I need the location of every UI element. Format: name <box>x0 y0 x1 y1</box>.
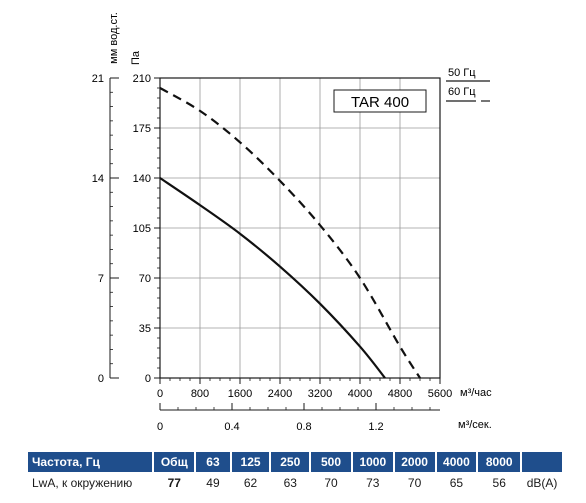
legend: 50 Гц 60 Гц <box>446 67 490 102</box>
x-axis-sec-label: м³/сек. <box>458 419 492 431</box>
pressure-tick-label: 210 <box>133 73 151 85</box>
left-axis-label: мм вод.ст. <box>108 12 120 64</box>
legend-60hz-label: 60 Гц <box>448 86 476 98</box>
header-8000: 8000 <box>477 452 523 472</box>
table-row: LwA, к окружению 77 49 62 63 70 73 70 65… <box>28 472 563 494</box>
sec-tick-label: 1.2 <box>368 421 383 433</box>
model-label-box <box>333 89 427 113</box>
table-header-row: Частота, Гц Общ 63 125 250 500 1000 2000… <box>28 452 564 472</box>
pressure-tick-label: 35 <box>139 323 151 335</box>
pressure-tick-label: 70 <box>139 273 151 285</box>
pressure-axis-label: Па <box>130 50 142 65</box>
mm-tick-label: 14 <box>92 173 104 185</box>
cell-125: 62 <box>243 476 258 490</box>
mm-tick-label: 0 <box>98 373 104 385</box>
pressure-tick-label: 140 <box>133 173 151 185</box>
hour-tick-label: 5600 <box>428 388 452 400</box>
pressure-tick-label: 0 <box>145 373 151 385</box>
header-125: 125 <box>230 452 272 472</box>
cell-500: 70 <box>324 476 338 490</box>
hour-tick-label: 800 <box>191 388 209 400</box>
hour-tick-label: 3200 <box>308 388 332 400</box>
sound-level-table: Частота, Гц Общ 63 125 250 500 1000 2000… <box>28 452 564 494</box>
hour-tick-label: 2400 <box>268 388 292 400</box>
header-500: 500 <box>310 452 353 472</box>
hour-tick-label: 4800 <box>388 388 412 400</box>
cell-2000: 70 <box>407 476 422 490</box>
hour-tick-label: 0 <box>157 388 163 400</box>
header-4000: 4000 <box>435 452 479 472</box>
header-63: 63 <box>195 452 232 472</box>
header-total: Общ <box>153 452 197 472</box>
header-frequency: Частота, Гц <box>28 452 155 472</box>
curve-50hz <box>159 177 386 379</box>
cell-1000: 73 <box>366 476 380 490</box>
cell-250: 63 <box>283 476 297 490</box>
chart-curves <box>159 87 421 379</box>
cell-8000: 56 <box>492 476 506 490</box>
mm-tick-label: 21 <box>92 73 104 85</box>
curve-60hz <box>159 87 421 379</box>
model-label: TAR 400 <box>351 94 409 111</box>
cell-unit: dB(A) <box>526 476 558 490</box>
header-2000: 2000 <box>393 452 437 472</box>
hour-tick-label: 4000 <box>348 388 372 400</box>
pressure-tick-label: 105 <box>133 223 151 235</box>
sec-tick-label: 0.4 <box>224 421 239 433</box>
header-250: 250 <box>270 452 312 472</box>
sec-tick-label: 0.8 <box>296 421 311 433</box>
hour-tick-label: 1600 <box>228 388 252 400</box>
cell-4000: 65 <box>449 476 464 490</box>
header-1000: 1000 <box>351 452 395 472</box>
sec-tick-label: 0 <box>157 421 163 433</box>
pressure-tick-label: 175 <box>133 123 151 135</box>
row-label: LwA, к окружению <box>32 476 133 490</box>
cell-total: 77 <box>167 476 181 490</box>
mm-tick-label: 7 <box>98 273 104 285</box>
cell-63: 49 <box>206 476 220 490</box>
header-unit <box>521 452 564 472</box>
chart-grid <box>159 77 441 379</box>
legend-50hz-label: 50 Гц <box>448 67 476 79</box>
x-axis-hour-label: м³/час <box>460 387 492 399</box>
